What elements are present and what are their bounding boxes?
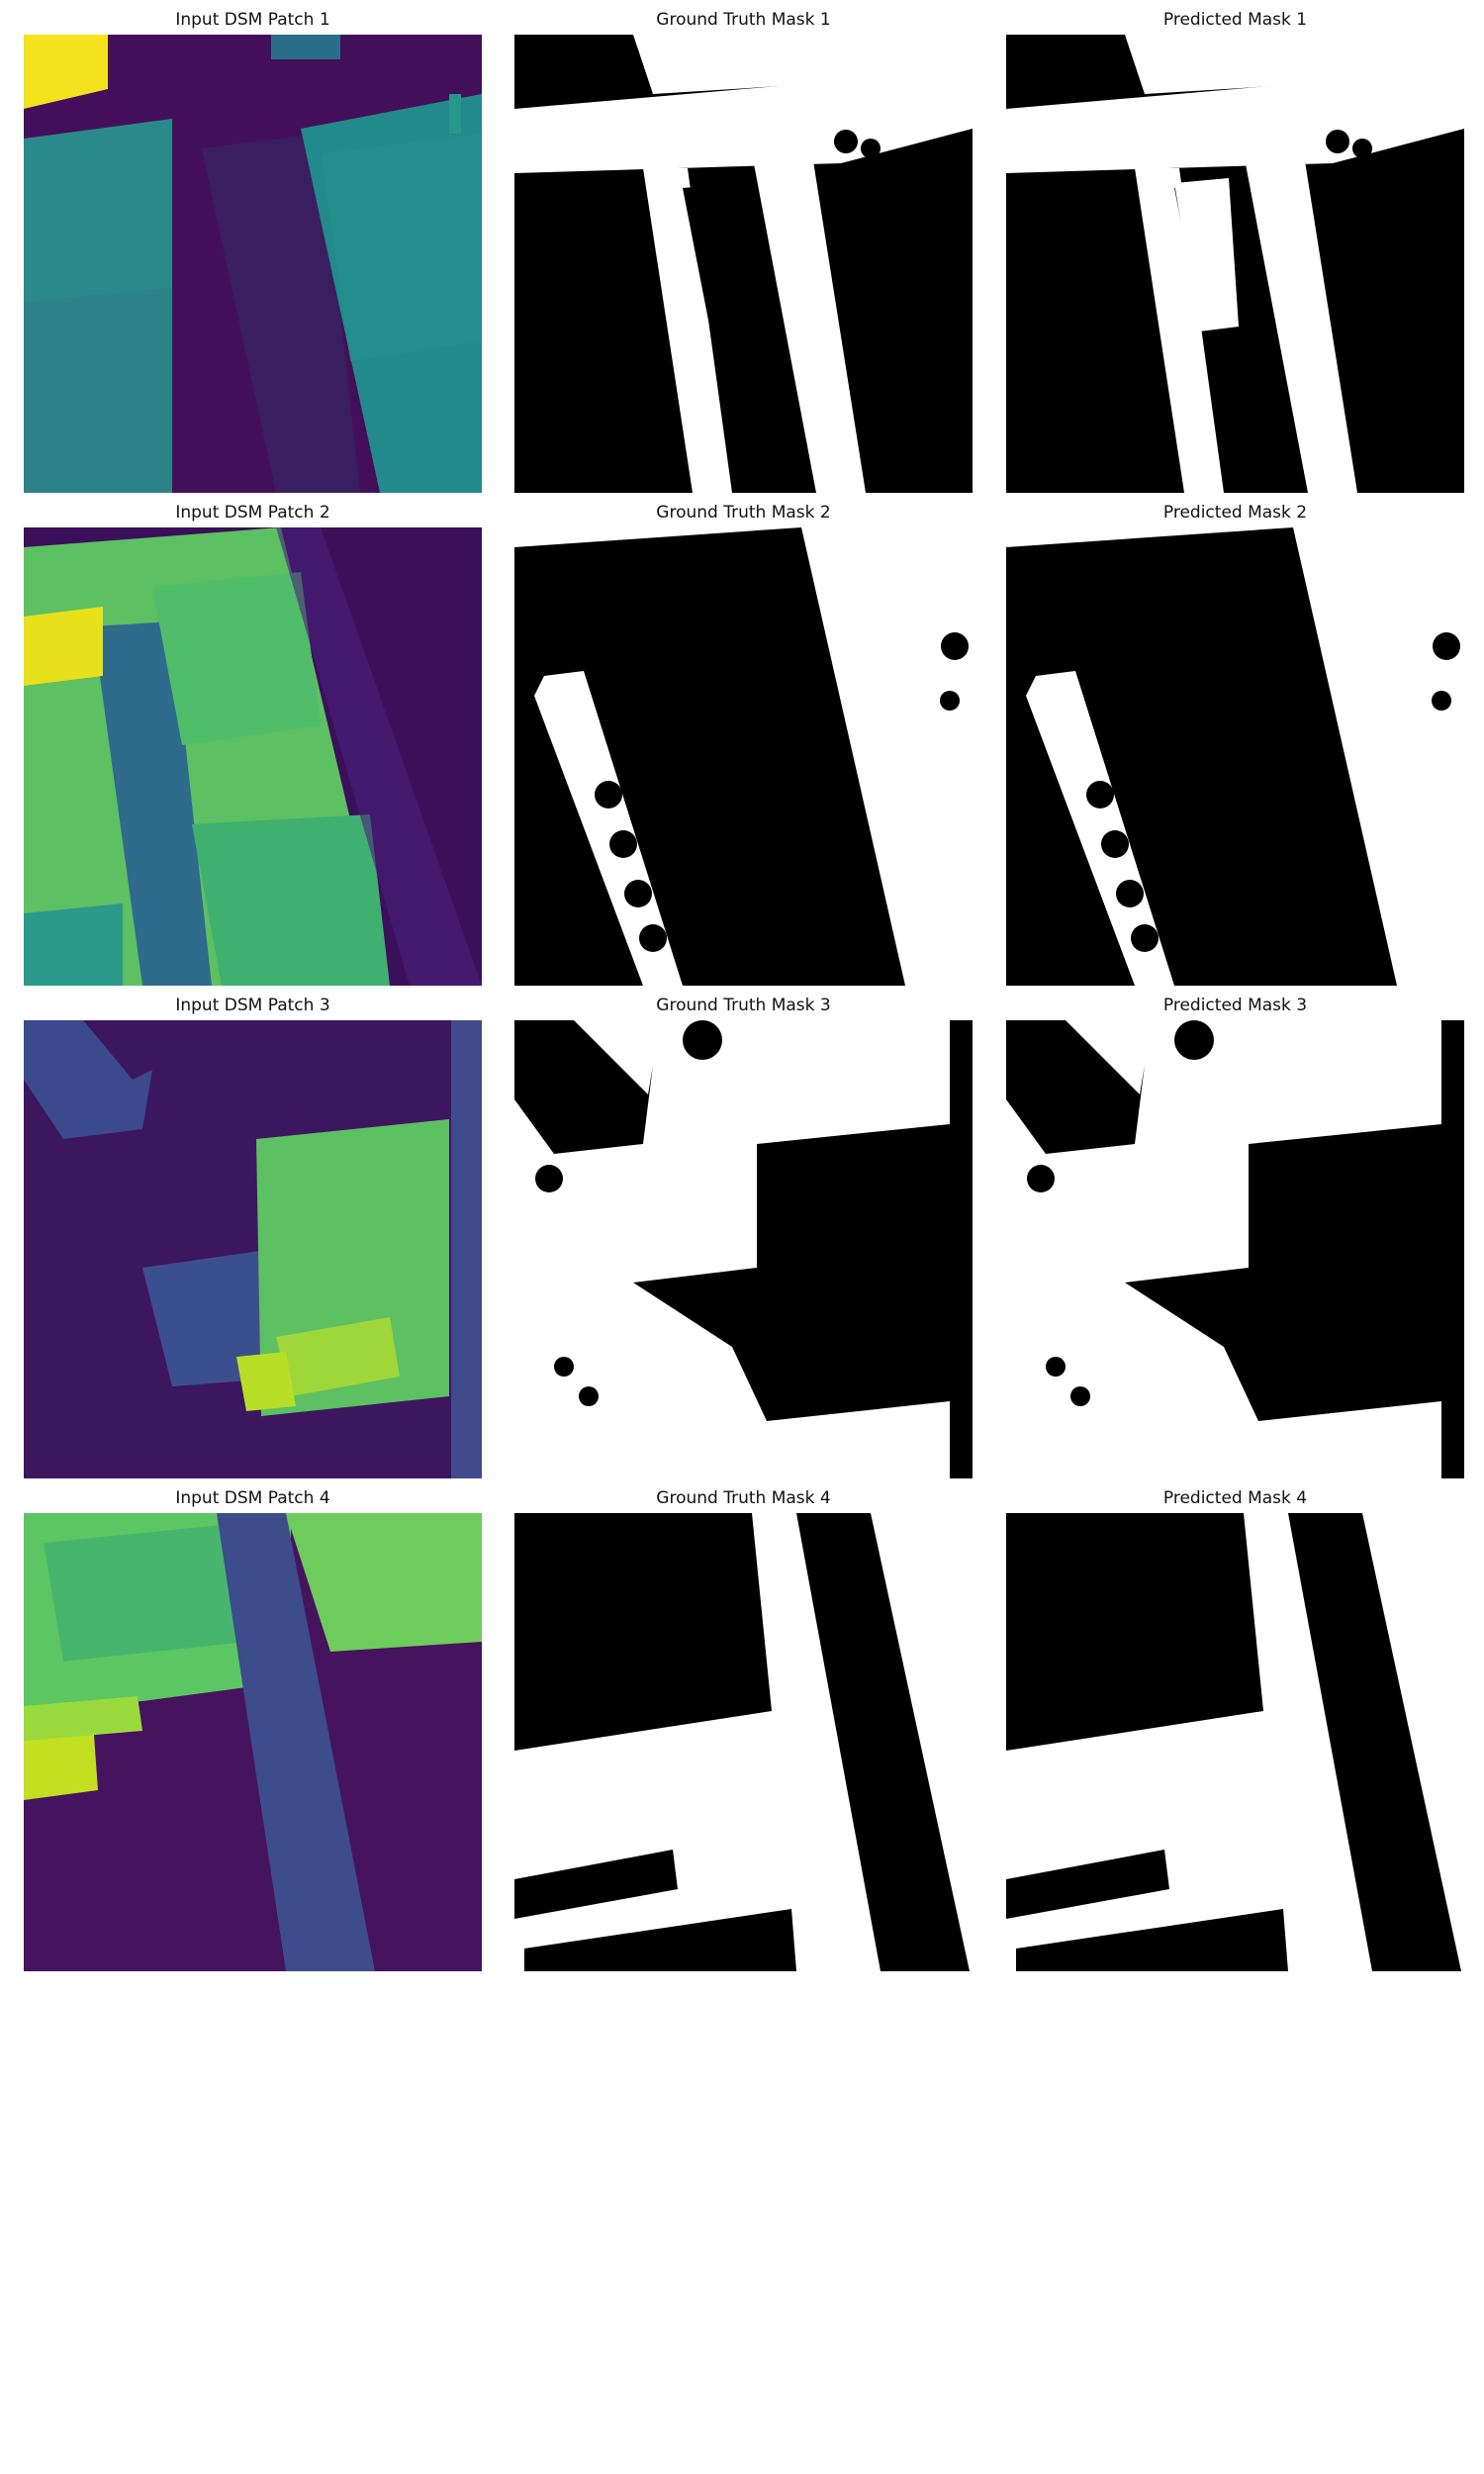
predicted-mask-title-3: Predicted Mask 3: [1162, 996, 1308, 1015]
predicted-mask-1: [1006, 35, 1464, 493]
input-dsm-image-4: [24, 1513, 482, 1971]
predicted-mask-title-4: Predicted Mask 4: [1162, 1488, 1308, 1508]
predicted-mask-4: [1006, 1513, 1464, 1971]
ground-truth-mask-2: [514, 527, 973, 986]
ground-truth-title-2: Ground Truth Mask 2: [656, 503, 831, 523]
predicted-mask-title-1: Predicted Mask 1: [1162, 10, 1308, 30]
ground-truth-title-4: Ground Truth Mask 4: [656, 1488, 831, 1508]
input-dsm-image-3: [24, 1020, 482, 1478]
input-dsm-title-1: Input DSM Patch 1: [175, 10, 330, 30]
ground-truth-mask-3: [514, 1020, 973, 1478]
predicted-mask-title-2: Predicted Mask 2: [1162, 503, 1308, 523]
input-dsm-title-4: Input DSM Patch 4: [175, 1488, 330, 1508]
predicted-mask-2: [1006, 527, 1464, 986]
ground-truth-title-1: Ground Truth Mask 1: [656, 10, 831, 30]
ground-truth-mask-4: [514, 1513, 973, 1971]
predicted-mask-3: [1006, 1020, 1464, 1478]
ground-truth-title-3: Ground Truth Mask 3: [656, 996, 831, 1015]
input-dsm-title-2: Input DSM Patch 2: [175, 503, 330, 523]
input-dsm-image-2: [24, 527, 482, 986]
ground-truth-mask-1: [514, 35, 973, 493]
input-dsm-image-1: [24, 35, 482, 493]
input-dsm-title-3: Input DSM Patch 3: [175, 996, 330, 1015]
